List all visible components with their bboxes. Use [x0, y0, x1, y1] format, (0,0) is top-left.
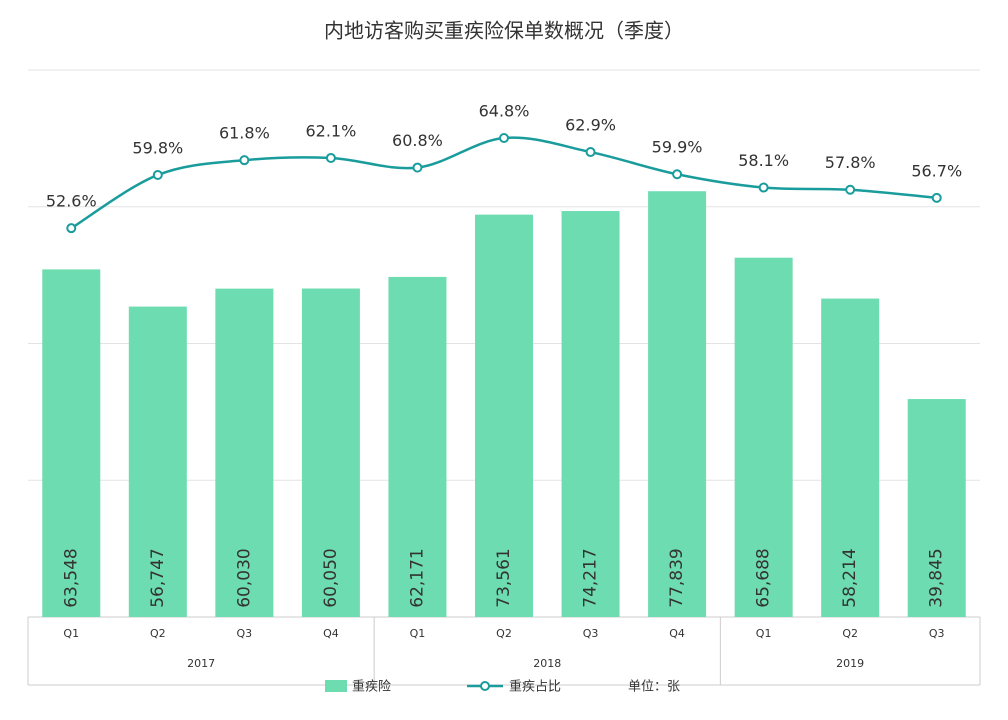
- line-marker: [758, 182, 769, 193]
- line-marker: [412, 162, 423, 173]
- bar-value-label: 63,548: [61, 548, 81, 607]
- line-marker: [585, 147, 596, 158]
- bar: [648, 191, 707, 617]
- bar: [128, 306, 187, 617]
- bar: [907, 399, 966, 617]
- bar: [475, 214, 533, 617]
- x-tick-label: Q2: [496, 627, 512, 640]
- line-value-label: 60.8%: [392, 131, 443, 150]
- x-tick-label: Q1: [410, 627, 426, 640]
- x-tick-label: Q3: [237, 627, 253, 640]
- line-value-label: 62.1%: [305, 121, 356, 140]
- legend-label: 重疾险: [352, 679, 391, 695]
- line-marker: [152, 169, 163, 180]
- bar-value-label: 77,839: [667, 548, 687, 607]
- bar: [561, 211, 620, 617]
- line-marker: [672, 169, 683, 180]
- line-value-label: 61.8%: [219, 124, 270, 143]
- bar-value-label: 73,561: [494, 548, 514, 607]
- line-value-label: 62.9%: [565, 116, 616, 135]
- bar-value-label: 56,747: [148, 548, 168, 607]
- x-tick-label: Q3: [583, 627, 599, 640]
- x-tick-label: Q1: [63, 627, 79, 640]
- bar: [301, 288, 360, 617]
- group-label: 2018: [533, 657, 561, 670]
- line-marker: [66, 223, 77, 234]
- line-value-label: 59.9%: [652, 138, 703, 157]
- line-value-label: 57.8%: [825, 153, 876, 172]
- bar: [734, 257, 793, 617]
- line-marker: [499, 133, 509, 144]
- line-value-label: 58.1%: [738, 151, 789, 170]
- x-tick-label: Q1: [756, 627, 772, 640]
- bar: [821, 298, 880, 617]
- bar-value-label: 60,050: [321, 548, 341, 607]
- line-value-label: 64.8%: [479, 102, 530, 121]
- x-tick-label: Q2: [842, 627, 858, 640]
- line-marker: [845, 184, 856, 195]
- bar: [215, 288, 274, 617]
- unit-label: 单位：张: [628, 680, 680, 695]
- bar: [42, 269, 101, 617]
- line-marker: [239, 155, 250, 166]
- chart-title: 内地访客购买重疾险保单数概况（季度）: [324, 19, 684, 43]
- legend-swatch: [480, 681, 490, 691]
- bar-value-label: 58,214: [840, 548, 860, 607]
- bar: [388, 276, 447, 617]
- line-value-label: 56.7%: [911, 161, 962, 180]
- legend-label: 重疾占比: [509, 679, 561, 695]
- x-tick-label: Q2: [150, 627, 166, 640]
- bar-value-label: 62,171: [407, 548, 427, 607]
- bar-value-label: 74,217: [581, 548, 601, 607]
- line-value-label: 52.6%: [46, 192, 97, 211]
- x-tick-label: Q4: [323, 627, 339, 640]
- group-label: 2017: [187, 657, 215, 670]
- group-label: 2019: [836, 657, 864, 670]
- legend-swatch: [325, 680, 347, 692]
- bar-value-label: 65,688: [754, 548, 774, 607]
- line-marker: [931, 192, 942, 203]
- bar-value-label: 60,030: [234, 548, 254, 607]
- line-value-label: 59.8%: [132, 138, 183, 157]
- x-tick-label: Q3: [929, 627, 945, 640]
- line-marker: [325, 152, 336, 163]
- line: [70, 136, 937, 230]
- bar-value-label: 39,845: [927, 548, 947, 607]
- x-tick-label: Q4: [669, 627, 685, 640]
